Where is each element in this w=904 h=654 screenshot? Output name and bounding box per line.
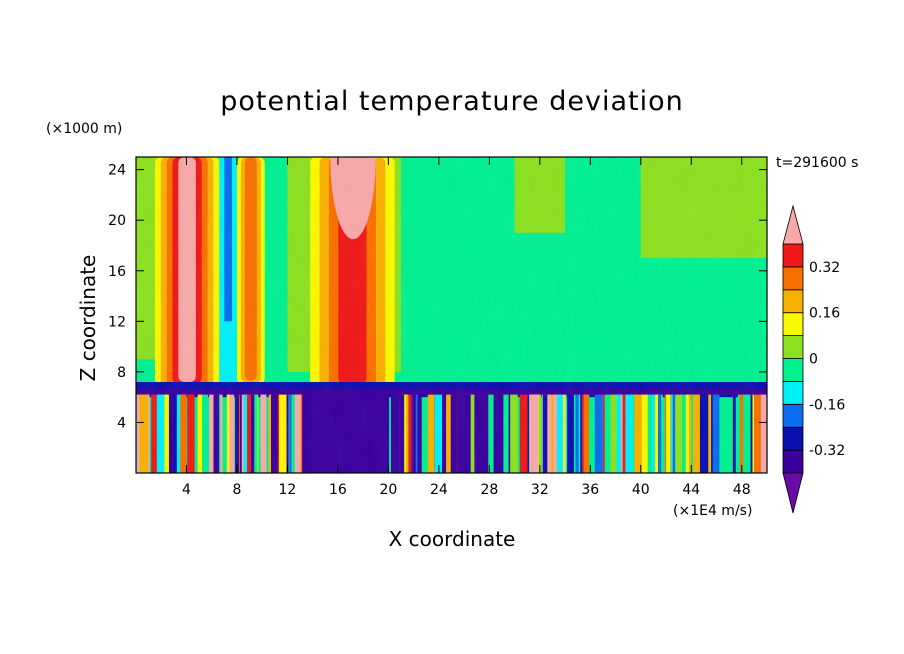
colorbar-band-6	[782, 312, 804, 337]
x-tick-label-3: 16	[329, 482, 347, 498]
y-tick-label-0: 4	[117, 415, 126, 431]
x-tick-label-11: 48	[733, 482, 751, 498]
y-tick-label-5: 24	[108, 163, 126, 179]
x-tick-label-4: 20	[379, 482, 397, 498]
plot-frame	[135, 156, 768, 474]
colorbar-band-9	[782, 243, 804, 268]
x-tick-label-0: 4	[182, 482, 191, 498]
colorbar-band-2	[782, 403, 804, 428]
colorbar: 0.32 0.16 0 -0.16 -0.32	[782, 204, 845, 514]
x-axis-ticks: 4 8 12 16 20 24 28 32 36 40 44 48	[182, 157, 751, 498]
x-tick-label-9: 40	[632, 482, 650, 498]
colorbar-label-4: -0.32	[809, 443, 845, 459]
y-axis-ticks: 4 8 12 16 20 24	[108, 163, 767, 431]
colorbar-label-3: -0.16	[809, 397, 845, 413]
colorbar-label-2: 0	[809, 352, 818, 368]
x-tick-label-6: 28	[480, 482, 498, 498]
x-tick-label-5: 24	[430, 482, 448, 498]
x-axis-unit: (×1E4 m/s)	[673, 503, 753, 519]
y-tick-label-1: 8	[117, 365, 126, 381]
colorbar-band-7	[782, 289, 804, 314]
x-tick-label-8: 36	[581, 482, 599, 498]
plot-field	[136, 157, 767, 473]
colorbar-band-8	[782, 266, 804, 291]
y-tick-label-2: 12	[108, 314, 126, 330]
colorbar-band-1	[782, 426, 804, 451]
y-tick-label-4: 20	[108, 213, 126, 229]
colorbar-bottom-arrow	[782, 472, 804, 514]
y-tick-label-3: 16	[108, 264, 126, 280]
time-annotation: t=291600 s	[776, 155, 859, 171]
field-texture	[136, 157, 767, 473]
x-tick-label-10: 44	[682, 482, 700, 498]
colorbar-band-3	[782, 380, 804, 405]
colorbar-label-0: 0.32	[809, 260, 840, 276]
x-axis-label-text: X coordinate	[388, 527, 516, 551]
x-tick-label-1: 8	[232, 482, 241, 498]
colorbar-band-5	[782, 335, 804, 359]
colorbar-top-arrow	[782, 204, 804, 245]
colorbar-band-4	[782, 358, 804, 382]
x-tick-label-7: 32	[531, 482, 549, 498]
chart-title: potential temperature deviation	[220, 86, 684, 117]
x-axis-label: X coordinate	[0, 527, 904, 551]
y-axis-unit: (×1000 m)	[46, 121, 123, 137]
x-tick-label-2: 12	[279, 482, 297, 498]
colorbar-band-0	[782, 449, 804, 474]
colorbar-label-1: 0.16	[809, 306, 840, 322]
